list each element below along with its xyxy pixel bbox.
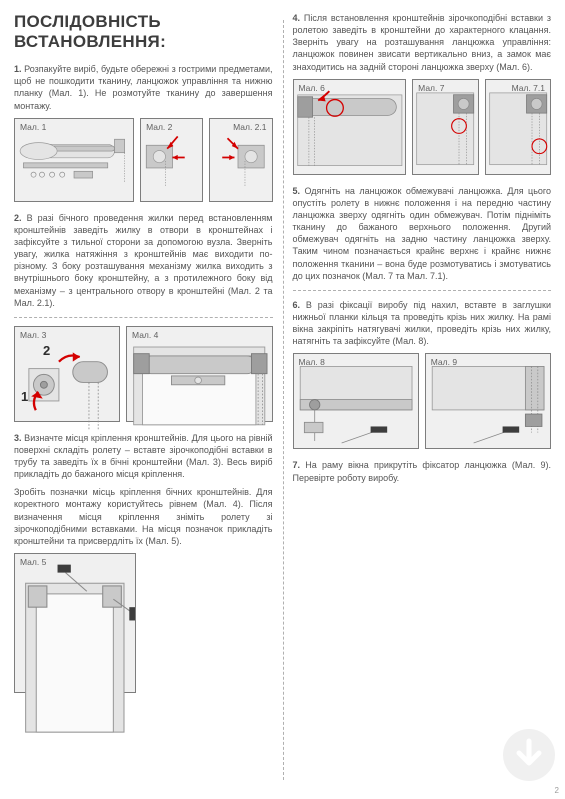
page: ПОСЛІДОВНІСТЬ ВСТАНОВЛЕННЯ: 1. Розпакуйт…	[0, 0, 565, 799]
figure-5: Мал. 5	[14, 553, 136, 693]
step-num: 5.	[293, 186, 301, 196]
caption: Мал. 3	[20, 330, 46, 340]
illustration-4	[127, 327, 271, 434]
step-num: 2.	[14, 213, 22, 223]
fig-row-5: Мал. 8 Мал. 9	[293, 353, 552, 449]
step-text: На раму вікна прикрутіть фіксатор ланцюж…	[293, 460, 552, 482]
page-number: 2	[555, 786, 559, 795]
fig-row-4: Мал. 6 click Мал. 7	[293, 79, 552, 175]
step-1: 1. Розпакуйте виріб, будьте обережні з г…	[14, 63, 273, 112]
step-text: Зробіть позначки місць кріплення бічних …	[14, 487, 273, 546]
step-5: 5. Одягніть на ланцюжок обмежувачі ланцю…	[293, 185, 552, 282]
step-7: 7. На раму вікна прикрутіть фіксатор лан…	[293, 459, 552, 483]
figure-1: Мал. 1	[14, 118, 134, 202]
step-6: 6. В разі фіксації виробу під нахил, вст…	[293, 299, 552, 348]
caption: Мал. 6	[299, 83, 325, 93]
caption: Мал. 7	[418, 83, 444, 93]
caption: Мал. 8	[299, 357, 325, 367]
page-title: ПОСЛІДОВНІСТЬ ВСТАНОВЛЕННЯ:	[14, 12, 273, 51]
figure-7-1: Мал. 7.1	[485, 79, 551, 175]
caption: Мал. 7.1	[512, 83, 545, 93]
h-divider	[293, 290, 552, 291]
illustration-8	[294, 354, 418, 453]
step-num: 1.	[14, 64, 22, 74]
caption: Мал. 2	[146, 122, 172, 132]
step-text: В разі бічного проведення жилки перед вс…	[14, 213, 273, 308]
step-3b: Зробіть позначки місць кріплення бічних …	[14, 486, 273, 547]
figure-9: Мал. 9	[425, 353, 551, 449]
step-text: В разі фіксації виробу під нахил, вставт…	[293, 300, 552, 346]
figure-4: Мал. 4	[126, 326, 272, 422]
fig-row-1: Мал. 1 Мал. 2	[14, 118, 273, 202]
spacer	[142, 553, 273, 693]
caption: Мал. 2.1	[233, 122, 266, 132]
step-num: 7.	[293, 460, 301, 470]
illustration-7-1	[486, 80, 550, 168]
figure-7: Мал. 7	[412, 79, 478, 175]
h-divider	[14, 317, 273, 318]
step-num: 4.	[293, 13, 301, 23]
figure-6: Мал. 6 click	[293, 79, 407, 175]
illustration-9	[426, 354, 550, 453]
caption: Мал. 9	[431, 357, 457, 367]
illustration-5	[15, 554, 135, 740]
step-num: 6.	[293, 300, 301, 310]
figure-2-1: Мал. 2.1	[209, 118, 272, 202]
step-text: Визначте місця кріплення кронштейнів. Дл…	[14, 433, 273, 479]
figure-2: Мал. 2	[140, 118, 203, 202]
illustration-7	[413, 80, 477, 168]
caption: Мал. 1	[20, 122, 46, 132]
fig-row-2: Мал. 3 1 2 Мал. 4	[14, 326, 273, 422]
step-text: Розпакуйте виріб, будьте обережні з гост…	[14, 64, 273, 110]
illustration-6	[294, 80, 406, 169]
illustration-3	[15, 327, 119, 438]
fig-row-3: Мал. 5	[14, 553, 273, 693]
step-4: 4. Після встановлення кронштейнів зірочк…	[293, 12, 552, 73]
step-text: Одягніть на ланцюжок обмежувачі ланцюжка…	[293, 186, 552, 281]
left-column: ПОСЛІДОВНІСТЬ ВСТАНОВЛЕННЯ: 1. Розпакуйт…	[0, 0, 283, 799]
figure-3: Мал. 3 1 2	[14, 326, 120, 422]
figure-8: Мал. 8	[293, 353, 419, 449]
step-text: Після встановлення кронштейнів зірочкопо…	[293, 13, 552, 72]
step-2: 2. В разі бічного проведення жилки перед…	[14, 212, 273, 309]
caption: Мал. 5	[20, 557, 46, 567]
watermark-icon	[501, 727, 557, 783]
caption: Мал. 4	[132, 330, 158, 340]
right-column: 4. Після встановлення кронштейнів зірочк…	[283, 0, 565, 799]
step-3a: 3. Визначте місця кріплення кронштейнів.…	[14, 432, 273, 481]
